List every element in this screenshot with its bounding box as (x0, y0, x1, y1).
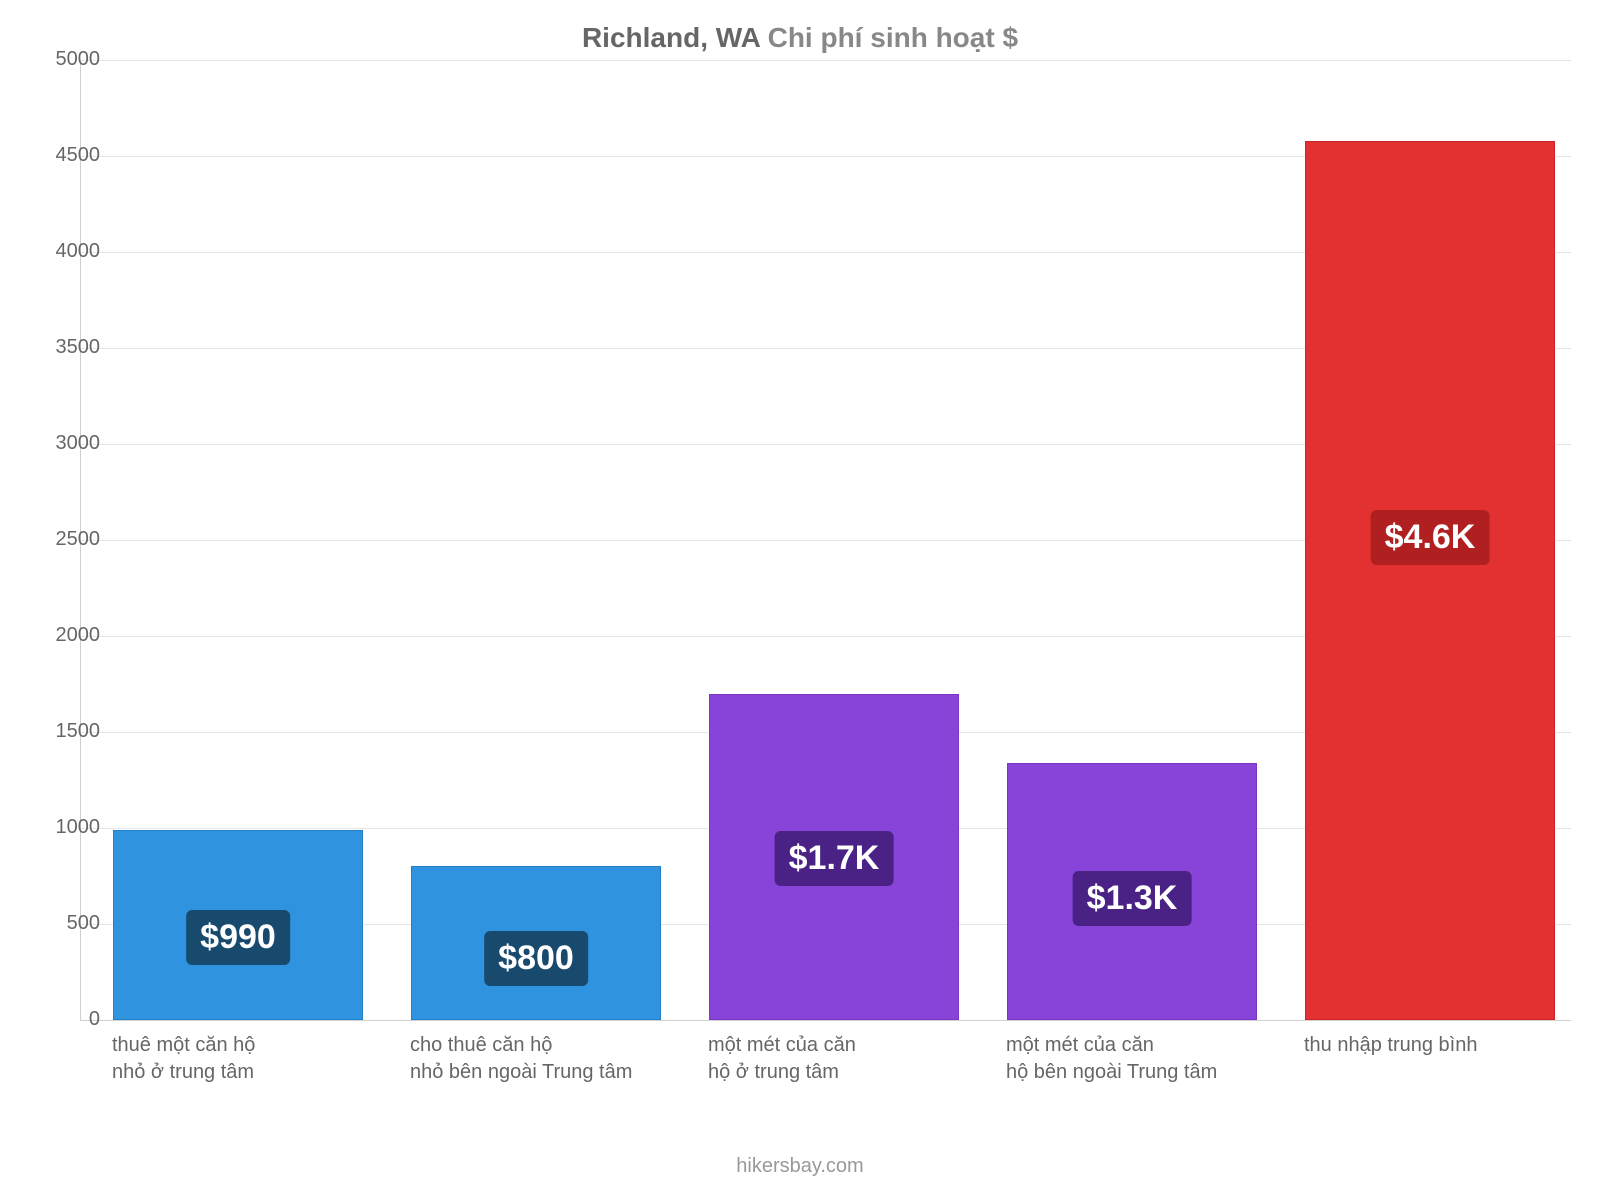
chart-title: Richland, WA Chi phí sinh hoạt $ (0, 22, 1600, 54)
y-axis-tick-label: 1000 (30, 816, 100, 839)
x-axis-category-label: thuê một căn hộnhỏ ở trung tâm (112, 1032, 362, 1086)
x-axis-category-label: thu nhập trung bình (1304, 1032, 1554, 1059)
cost-of-living-chart: Richland, WA Chi phí sinh hoạt $ $990 $80… (0, 0, 1600, 1200)
value-callout: $800 (484, 931, 588, 986)
y-axis-tick-label: 500 (30, 912, 100, 935)
y-axis-tick-label: 2500 (30, 528, 100, 551)
gridline (81, 60, 1571, 61)
value-callout: $4.6K (1371, 510, 1490, 565)
y-axis-tick-label: 0 (30, 1008, 100, 1031)
y-axis-tick-label: 1500 (30, 720, 100, 743)
x-axis-category-label: một mét của cănhộ bên ngoài Trung tâm (1006, 1032, 1256, 1086)
y-axis-tick-label: 4000 (30, 240, 100, 263)
value-callout: $1.3K (1073, 871, 1192, 926)
value-callout: $1.7K (775, 831, 894, 886)
x-axis-category-label: cho thuê căn hộnhỏ bên ngoài Trung tâm (410, 1032, 660, 1086)
y-axis-tick-label: 3500 (30, 336, 100, 359)
y-axis-tick-label: 4500 (30, 144, 100, 167)
y-axis-tick-label: 2000 (30, 624, 100, 647)
y-axis-tick-label: 3000 (30, 432, 100, 455)
x-axis-category-label: một mét của cănhộ ở trung tâm (708, 1032, 958, 1086)
bar (1305, 141, 1555, 1020)
plot-area: $990 $800 $1.7K $1.3K $4.6K (80, 60, 1571, 1021)
attribution: hikersbay.com (0, 1155, 1600, 1178)
chart-title-city: Richland, WA (582, 22, 760, 53)
value-callout: $990 (186, 910, 290, 965)
y-axis-tick-label: 5000 (30, 48, 100, 71)
chart-title-subject: Chi phí sinh hoạt $ (768, 22, 1018, 53)
